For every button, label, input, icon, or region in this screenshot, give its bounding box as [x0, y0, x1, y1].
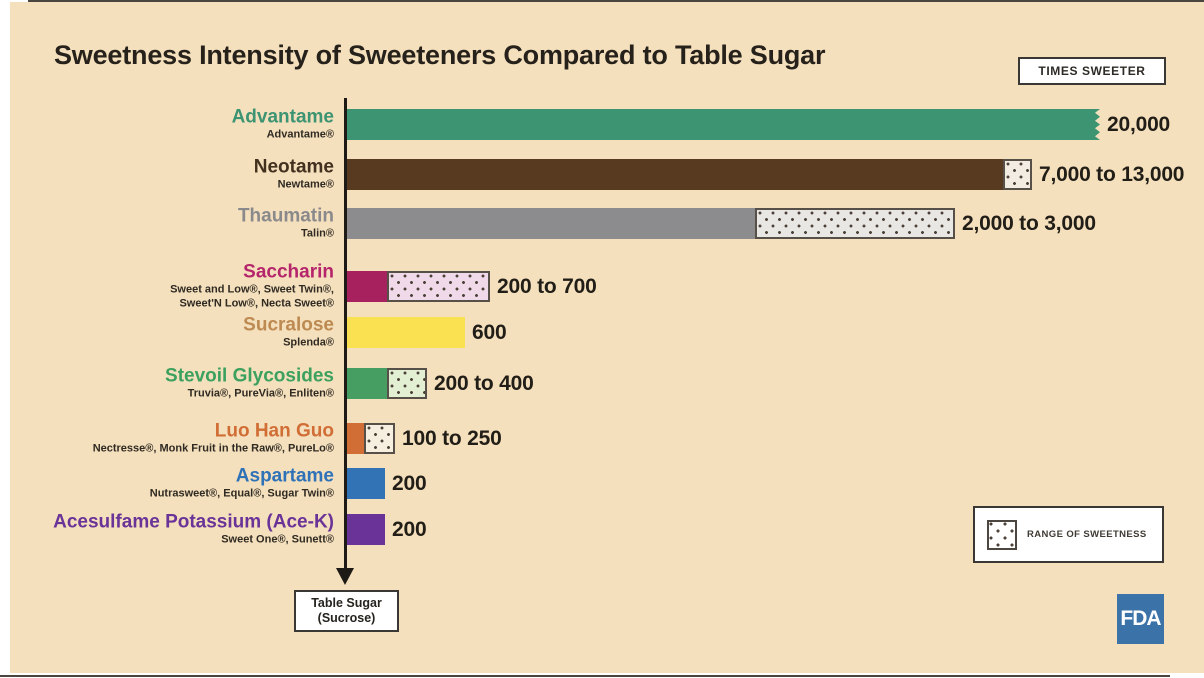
frame-top-line [28, 0, 1204, 2]
bar-label: Saccharin Sweet and Low®, Sweet Twin®, Swe… [0, 260, 334, 311]
bar-label: Thaumatin Talin® [0, 204, 334, 241]
bar-value-label: 20,000 [1107, 112, 1171, 136]
down-arrow-icon [336, 568, 354, 585]
bar-range-segment [1003, 159, 1032, 190]
fda-logo-text: FDA [1120, 607, 1161, 630]
bar-value-label: 200 [392, 517, 427, 541]
sweetener-name: Advantame [231, 105, 334, 127]
sweetener-name: Sucralose [243, 313, 334, 335]
bar-range-segment [755, 208, 955, 239]
bar-solid-segment [347, 109, 1100, 140]
brand-names: Sweet and Low®, Sweet Twin®, Sweet'N Low®… [170, 283, 334, 310]
bar-solid-segment [347, 208, 755, 239]
bar-solid-segment [347, 159, 1003, 190]
bar-label: Advantame Advantame® [0, 105, 334, 142]
range-pattern-swatch-icon [987, 519, 1017, 550]
page-title: Sweetness Intensity of Sweeteners Compar… [54, 40, 826, 70]
bar-range-segment [364, 423, 395, 454]
bar-solid-segment [347, 368, 387, 399]
brand-names: Nutrasweet®, Equal®, Sugar Twin® [149, 487, 334, 500]
bar-label: Neotame Newtame® [0, 155, 334, 192]
bar-value-label: 7,000 to 13,000 [1039, 162, 1185, 186]
bar-solid-segment [347, 423, 364, 454]
bar-solid-segment [347, 468, 385, 499]
sweetener-name: Luo Han Guo [214, 419, 334, 441]
sweetener-name: Saccharin [243, 260, 334, 282]
sweetener-name: Thaumatin [237, 204, 334, 226]
bar-label: Sucralose Splenda® [0, 313, 334, 350]
bar-value-label: 200 to 400 [434, 371, 534, 395]
sweetener-name: Stevoil Glycosides [165, 364, 334, 386]
brand-names: Newtame® [277, 178, 334, 191]
brand-names: Truvia®, PureVia®, Enliten® [187, 387, 334, 400]
bar-solid-segment [347, 514, 385, 545]
bar-range-segment [387, 368, 427, 399]
fda-logo: FDA [1117, 594, 1164, 644]
bar-solid-segment [347, 317, 465, 348]
table-sugar-line1: Table Sugar [311, 596, 382, 610]
legend-label: RANGE OF SWEETNESS [1027, 529, 1147, 540]
bar-solid-segment [347, 271, 387, 302]
bar-range-segment [387, 271, 490, 302]
sweetener-name: Acesulfame Potassium (Ace-K) [53, 510, 334, 532]
bar-label: Luo Han Guo Nectresse®, Monk Fruit in the… [0, 419, 334, 456]
baseline-axis [344, 98, 347, 570]
brand-names: Nectresse®, Monk Fruit in the Raw®, Pure… [92, 442, 334, 455]
table-sugar-baseline-box: Table Sugar (Sucrose) [294, 590, 399, 632]
times-sweeter-label: TIMES SWEETER [1038, 64, 1146, 78]
bar-value-label: 600 [472, 320, 507, 344]
times-sweeter-badge: TIMES SWEETER [1018, 57, 1166, 85]
bar-label: Acesulfame Potassium (Ace-K) Sweet One®, … [0, 510, 334, 547]
bar-label: Stevoil Glycosides Truvia®, PureVia®, Enl… [0, 364, 334, 401]
bar-value-label: 200 [392, 471, 427, 495]
bar-label: Aspartame Nutrasweet®, Equal®, Sugar Twin… [0, 464, 334, 501]
sweetener-name: Neotame [253, 155, 334, 177]
brand-names: Advantame® [266, 128, 334, 141]
brand-names: Splenda® [283, 336, 334, 349]
frame-bottom-line [0, 675, 1170, 677]
bar-value-label: 2,000 to 3,000 [962, 211, 1096, 235]
brand-names: Talin® [301, 227, 334, 240]
sweetener-name: Aspartame [235, 464, 334, 486]
bar-value-label: 200 to 700 [497, 274, 597, 298]
bar-value-label: 100 to 250 [402, 426, 502, 450]
legend-box: RANGE OF SWEETNESS [973, 506, 1164, 563]
brand-names: Sweet One®, Sunett® [221, 533, 334, 546]
table-sugar-line2: (Sucrose) [317, 611, 376, 625]
